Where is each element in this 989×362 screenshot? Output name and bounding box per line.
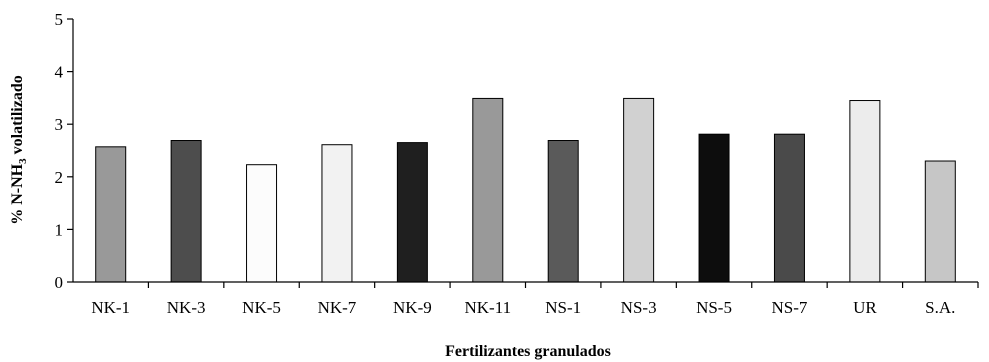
bar-nk-9	[396, 142, 428, 283]
bar-ns-7	[773, 133, 805, 283]
x-tick-label: NK-1	[91, 298, 130, 317]
y-tick-label: 3	[55, 115, 64, 134]
x-tick-label: NK-7	[318, 298, 357, 317]
bars	[95, 97, 956, 283]
x-tick-label: NK-9	[393, 298, 432, 317]
x-tick-label: NS-3	[621, 298, 657, 317]
x-tick-label: NK-11	[464, 298, 511, 317]
bar-ns-1	[547, 140, 579, 283]
x-axis-ticks: NK-1 NK-3 NK-5 NK-7 NK-9 NK-11 NS-1 NS-3 NS-5 NS-…	[91, 282, 979, 317]
bar-nk-1	[95, 146, 127, 283]
x-tick-label: UR	[853, 298, 877, 317]
y-axis-title-subscript: 3	[17, 158, 29, 164]
x-tick-label: S.A.	[925, 298, 955, 317]
x-tick-label: NK-5	[242, 298, 281, 317]
bar-ns-3	[623, 97, 655, 283]
x-tick-label: NS-5	[696, 298, 732, 317]
x-tick-label: NS-1	[545, 298, 581, 317]
y-tick-label: 1	[55, 220, 64, 239]
y-axis-ticks: 0 1 2 3 4 5	[55, 10, 73, 292]
y-tick-label: 5	[55, 10, 64, 29]
y-tick-label: 0	[55, 273, 64, 292]
bar-s-a	[924, 160, 956, 283]
y-tick-label: 4	[55, 63, 64, 82]
bar-ur	[849, 100, 881, 283]
y-axis-title-suffix: volatilizado	[9, 75, 26, 158]
bar-nk-7	[321, 144, 353, 283]
bar-ns-5	[698, 133, 730, 283]
bar-nk-3	[170, 140, 202, 283]
bar-nk-11	[472, 97, 504, 283]
bar-nk-5	[246, 164, 278, 283]
y-tick-label: 2	[55, 168, 64, 187]
x-tick-label: NS-7	[772, 298, 808, 317]
y-axis-title: % N-NH3 volatilizado	[9, 75, 29, 225]
x-axis-title: Fertilizantes granulados	[445, 343, 611, 360]
x-tick-label: NK-3	[167, 298, 206, 317]
y-axis-title-prefix: % N-NH	[9, 163, 26, 224]
